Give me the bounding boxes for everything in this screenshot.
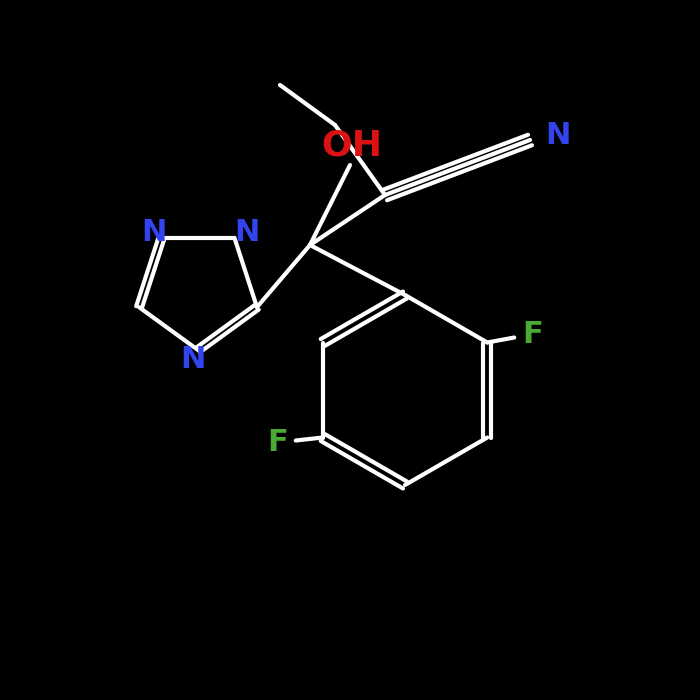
- Text: F: F: [522, 320, 543, 349]
- Text: N: N: [141, 218, 166, 247]
- Text: N: N: [545, 120, 570, 150]
- Text: F: F: [267, 428, 288, 457]
- Text: OH: OH: [321, 128, 383, 162]
- Text: N: N: [181, 346, 206, 375]
- Text: N: N: [234, 218, 259, 247]
